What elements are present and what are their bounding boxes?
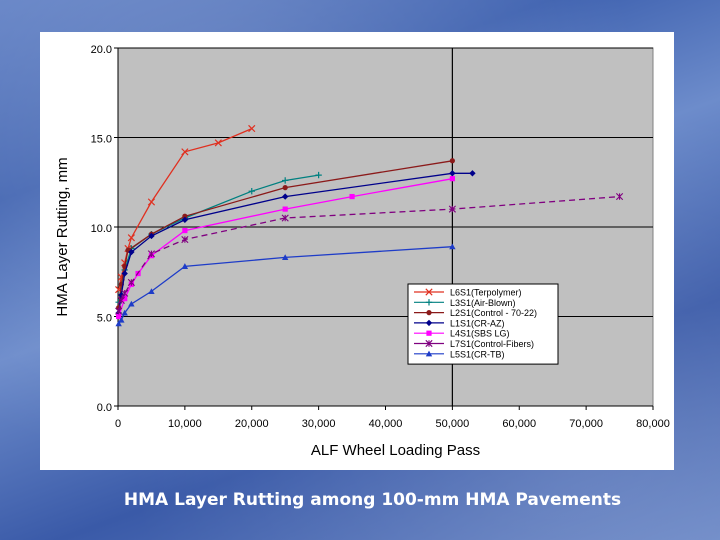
data-point <box>115 320 122 327</box>
legend-box <box>407 283 559 365</box>
data-point <box>449 176 455 182</box>
y-tick-label: 0.0 <box>97 402 112 414</box>
data-point <box>281 177 289 184</box>
chart-panel: 0.0 5.0 10.0 15.0 20.0 0 10,000 20,000 30,000 40,… <box>40 32 674 470</box>
x-tick-label: 60,000 <box>502 418 536 430</box>
x-tick-label: 20,000 <box>235 418 269 430</box>
data-point <box>315 171 322 179</box>
data-point <box>449 243 456 250</box>
x-axis-title: ALF Wheel Loading Pass <box>311 442 480 459</box>
data-point <box>181 263 189 269</box>
x-tick-label: 30,000 <box>302 418 336 430</box>
data-point <box>115 307 123 315</box>
legend: L6S1(Terpolymer)L3S1(Air-Blown)L2S1(Cont… <box>407 283 559 365</box>
legend-label: L5S1(CR-TB) <box>450 349 505 359</box>
rutting-chart: 0.0 5.0 10.0 15.0 20.0 0 10,000 20,000 30,000 40,… <box>54 44 670 459</box>
legend-label: L7S1(Control-Fibers) <box>450 339 534 349</box>
series-line <box>118 160 453 308</box>
data-point <box>148 232 155 240</box>
series-l7s1-control-fibers <box>115 192 624 315</box>
data-point <box>121 309 128 316</box>
y-tick-label: 10.0 <box>91 223 112 235</box>
x-tick-label: 40,000 <box>369 418 403 430</box>
slide-caption: HMA Layer Rutting among 100-mm HMA Pavem… <box>123 490 622 510</box>
data-point <box>116 313 122 320</box>
data-point <box>117 296 125 304</box>
data-point <box>118 316 125 323</box>
data-point <box>181 148 189 156</box>
legend-label: L2S1(Control - 70-22) <box>450 308 537 318</box>
y-axis-title: HMA Layer Rutting, mm <box>54 157 71 316</box>
legend-entry: L5S1(CR-TB) <box>414 349 505 359</box>
legend-label: L1S1(CR-AZ) <box>450 318 505 328</box>
data-point <box>281 214 289 222</box>
series-group <box>115 124 624 327</box>
legend-label: L6S1(Terpolymer) <box>450 288 522 298</box>
legend-entry: L2S1(Control - 70-22) <box>414 308 537 318</box>
data-point <box>449 158 455 164</box>
axes: 0.0 5.0 10.0 15.0 20.0 0 10,000 20,000 30,000 40,… <box>91 44 670 430</box>
x-tick-label: 80,000 <box>636 418 670 430</box>
data-point <box>148 288 155 294</box>
data-point <box>248 124 256 133</box>
y-tick-label: 5.0 <box>97 313 112 325</box>
data-point <box>182 227 188 234</box>
data-point <box>449 170 456 177</box>
data-point <box>282 185 288 191</box>
data-point <box>122 296 128 302</box>
data-point <box>181 235 189 244</box>
data-point <box>448 205 456 213</box>
x-tick-label: 0 <box>115 418 121 430</box>
legend-entry: L7S1(Control-Fibers) <box>414 339 534 349</box>
data-point <box>121 270 128 277</box>
data-point <box>349 193 355 200</box>
data-point <box>426 310 432 316</box>
x-tick-label: 10,000 <box>168 418 202 430</box>
y-tick-label: 20.0 <box>91 44 112 56</box>
data-point <box>281 193 289 200</box>
data-point <box>425 350 433 357</box>
legend-label: L4S1(SBS LG) <box>450 329 510 339</box>
data-point <box>425 339 433 348</box>
data-point <box>425 319 433 327</box>
data-point <box>147 250 156 258</box>
data-point <box>182 213 188 219</box>
data-point <box>128 300 135 307</box>
data-point <box>469 170 476 177</box>
data-point <box>181 216 189 224</box>
data-point <box>282 206 288 212</box>
series-l2s1-control-70-22 <box>116 158 455 311</box>
series-line <box>118 195 620 312</box>
legend-entry: L1S1(CR-AZ) <box>414 318 505 328</box>
x-tick-label: 50,000 <box>436 418 470 430</box>
data-point <box>426 330 432 336</box>
series-l5s1-cr-tb <box>115 243 456 327</box>
data-point <box>128 248 135 256</box>
data-point <box>127 234 135 242</box>
legend-label: L3S1(Air-Blown) <box>450 298 516 308</box>
data-point <box>127 278 135 287</box>
data-point <box>248 188 255 195</box>
y-tick-label: 15.0 <box>91 134 112 146</box>
legend-entry: L3S1(Air-Blown) <box>414 298 516 308</box>
data-point <box>615 192 624 201</box>
data-point <box>425 299 433 306</box>
data-point <box>214 139 222 147</box>
data-point <box>425 288 433 296</box>
legend-entry: L6S1(Terpolymer) <box>414 288 522 298</box>
data-point <box>147 198 156 206</box>
legend-entry: L4S1(SBS LG) <box>414 329 510 339</box>
data-point <box>281 254 289 260</box>
x-tick-label: 70,000 <box>569 418 603 430</box>
data-point <box>121 289 129 297</box>
